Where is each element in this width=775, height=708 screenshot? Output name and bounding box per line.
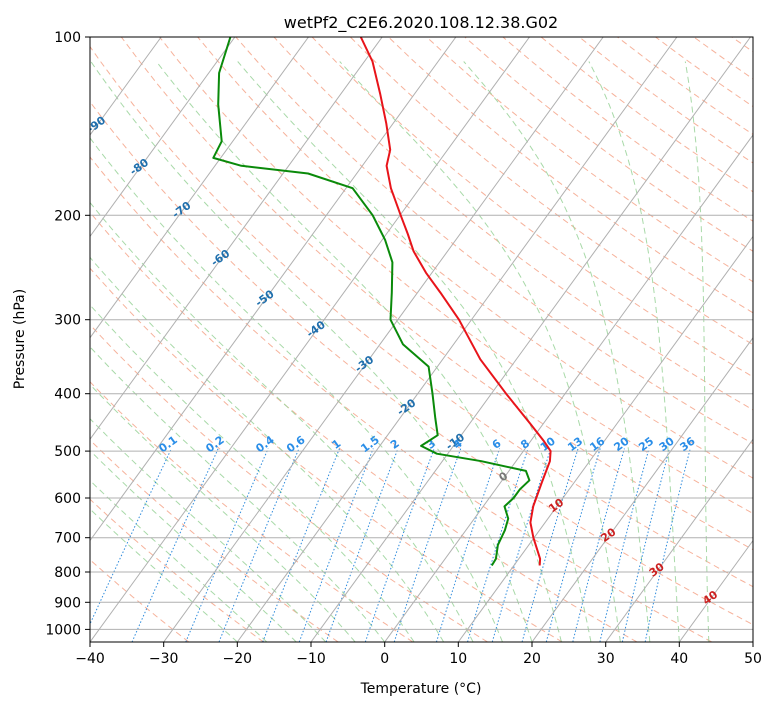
mixing-ratio-line xyxy=(572,448,625,642)
y-tick-label: 300 xyxy=(54,313,81,329)
isotherm-line xyxy=(90,37,383,441)
chart-title: wetPf2_C2E6.2020.108.12.38.G02 xyxy=(284,13,558,33)
moist-adiabats xyxy=(90,61,710,642)
dry-adiabat-line xyxy=(197,37,753,479)
plot-content: -100-90-80-70-60-50-40-30-20-10010203040… xyxy=(90,37,753,642)
isotherm-line xyxy=(90,37,309,339)
mixing-ratio-line xyxy=(90,448,172,626)
dry-adiabat-line xyxy=(273,37,753,411)
x-tick-label: −20 xyxy=(223,651,253,667)
dry-adiabat-line xyxy=(235,37,753,445)
y-tick-label: 800 xyxy=(54,565,81,581)
y-tick-label: 500 xyxy=(54,444,81,460)
moist-adiabat-line xyxy=(90,346,386,642)
mixing-ratio-line xyxy=(621,448,670,642)
pressure-gridlines xyxy=(90,37,753,630)
dewpoint-profile-line xyxy=(212,37,531,567)
dry-adiabat-line xyxy=(90,323,488,642)
moist-adiabat-line xyxy=(90,479,268,642)
x-tick-label: 0 xyxy=(380,651,389,667)
y-tick-label: 200 xyxy=(54,208,81,224)
mixing-ratio-line xyxy=(435,448,501,642)
mixing-ratio-line xyxy=(185,448,269,642)
isotherm-line xyxy=(236,37,678,642)
dry-adiabat-line xyxy=(90,211,638,642)
mixing-ratio-line xyxy=(491,448,552,642)
mixing-ratio-line xyxy=(599,448,650,642)
y-tick-label: 700 xyxy=(54,531,81,547)
dry-adiabat-line xyxy=(90,45,753,588)
dry-adiabat-line xyxy=(311,37,753,378)
x-axis-ticks: −40 −30 −20 −10 0 10 20 30 40 50 xyxy=(75,642,762,667)
x-tick-label: −30 xyxy=(149,651,179,667)
isotherm-line xyxy=(90,37,236,238)
y-tick-label: 900 xyxy=(54,595,81,611)
y-tick-label: 1000 xyxy=(45,622,81,638)
moist-adiabat-line xyxy=(90,61,533,642)
x-tick-label: 20 xyxy=(523,651,541,667)
isotherm-line xyxy=(310,37,751,642)
mixing-ratio-line xyxy=(262,448,341,642)
mixing-ratio-line xyxy=(521,448,579,642)
isotherm-line xyxy=(163,37,604,642)
dry-adiabats xyxy=(90,37,753,642)
y-tick-label: 100 xyxy=(54,30,81,46)
moist-adiabat-line xyxy=(90,304,415,642)
isotherms xyxy=(90,37,753,642)
dry-adiabat-line xyxy=(90,439,339,642)
mixing-ratio-line xyxy=(218,448,300,642)
mixing-ratio-line xyxy=(545,448,601,642)
moist-adiabat-line xyxy=(90,137,503,642)
moist-adiabat-line xyxy=(684,61,710,642)
mixing-ratio-line xyxy=(131,448,219,642)
moist-adiabat-line xyxy=(90,418,327,642)
dry-adiabat-line xyxy=(159,37,753,515)
x-tick-label: 50 xyxy=(744,651,762,667)
x-tick-label: 10 xyxy=(449,651,467,667)
dry-adiabat-line xyxy=(120,37,753,551)
isotherm-line xyxy=(605,438,753,642)
profile-series xyxy=(212,37,552,567)
dry-adiabat-line xyxy=(90,100,753,626)
moist-adiabat-line xyxy=(588,61,680,642)
x-axis-label: Temperature (°C) xyxy=(360,681,482,697)
axes-frame xyxy=(89,36,754,643)
moist-adiabat-line xyxy=(237,61,592,642)
moist-adiabat-line xyxy=(90,508,238,642)
isotherm-line xyxy=(384,134,753,642)
y-axis-label: Pressure (hPa) xyxy=(12,289,28,389)
x-tick-label: −10 xyxy=(296,651,326,667)
moist-adiabat-line xyxy=(463,61,651,642)
x-tick-label: 40 xyxy=(670,651,688,667)
x-tick-label: −40 xyxy=(75,651,105,667)
isotherm-line xyxy=(531,336,753,642)
isotherm-line xyxy=(457,235,753,642)
isotherm-line xyxy=(90,37,457,542)
x-tick-label: 30 xyxy=(597,651,615,667)
moist-adiabat-line xyxy=(339,61,621,642)
temperature-profile-line xyxy=(359,37,552,566)
plot-area xyxy=(90,37,753,642)
mixing-ratio-line xyxy=(364,448,435,642)
moist-adiabat-line xyxy=(156,61,562,642)
y-tick-label: 600 xyxy=(54,491,81,507)
moist-adiabat-line xyxy=(90,256,445,642)
mixing-ratio-line xyxy=(325,448,399,642)
moist-adiabat-line xyxy=(90,449,297,642)
moist-adiabat-line xyxy=(90,201,474,642)
y-tick-label: 400 xyxy=(54,387,81,403)
mixing-ratio-line xyxy=(298,448,374,642)
y-axis-ticks: 100 200 300 400 500 600 700 800 900 1000 xyxy=(45,30,90,638)
dry-adiabat-line xyxy=(90,156,712,642)
mixing-ratio-line xyxy=(467,448,529,642)
isotherm-line xyxy=(90,37,530,642)
dry-adiabat-line xyxy=(90,267,563,642)
dry-adiabat-line xyxy=(426,37,753,283)
